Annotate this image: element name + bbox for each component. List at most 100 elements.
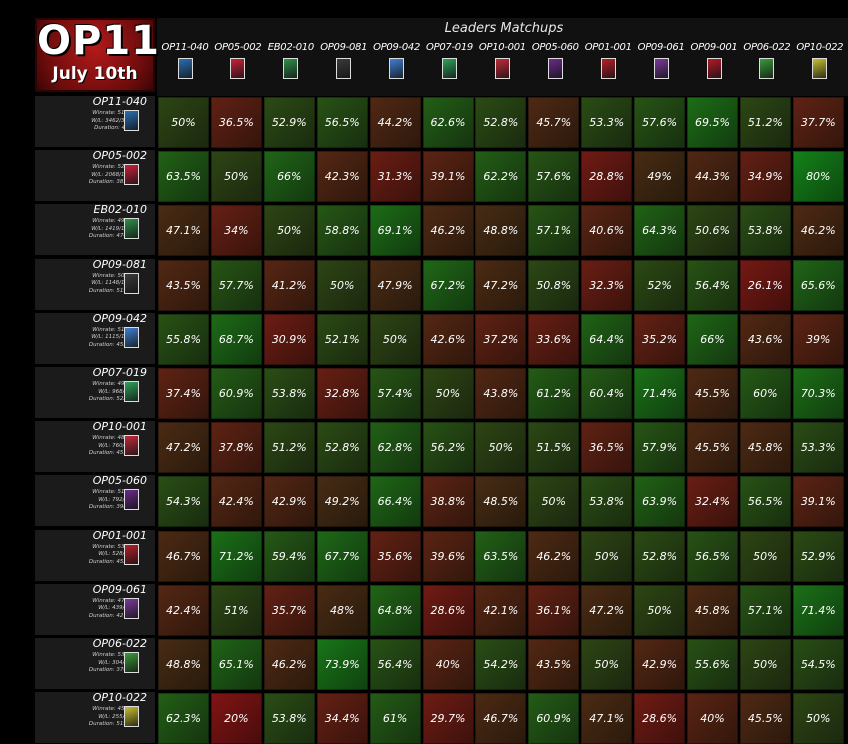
column-header: OP09-001 <box>687 42 741 79</box>
row-stat-winrate: Winrate: 52.4% <box>92 164 135 171</box>
matchup-cell: 54.3% <box>158 476 209 528</box>
leader-card-icon <box>442 58 457 79</box>
matchup-cell: 69.1% <box>369 205 421 257</box>
column-code-label: OP09-061 <box>637 42 685 53</box>
leader-card-icon <box>706 58 722 79</box>
matchup-cell: 58.8% <box>316 205 368 257</box>
matchup-cell: 32.8% <box>316 368 368 419</box>
leader-card-icon <box>600 58 616 79</box>
column-code-label: OP09-081 <box>320 42 368 53</box>
matchup-cell: 32.4% <box>687 476 738 528</box>
column-header: OP06-022 <box>740 42 794 79</box>
matchup-cell: 46.7% <box>158 530 209 582</box>
column-header: OP05-002 <box>211 42 265 79</box>
matchup-cell: 47.9% <box>369 259 421 311</box>
matchup-cell: 67.7% <box>316 530 368 582</box>
matchup-cell: 47.1% <box>581 693 633 744</box>
matchup-cell: 50.6% <box>687 205 738 257</box>
row-stat-duration: Duration: 476.9s <box>88 233 135 240</box>
matchup-cell: 56.4% <box>369 639 421 690</box>
matchup-cell: 30.9% <box>263 313 315 365</box>
column-header: OP09-061 <box>634 42 688 79</box>
matchup-cell: 64.8% <box>369 584 421 636</box>
row-stat-wl: W/L: 968/970 <box>98 388 135 395</box>
matchup-cell: 51.2% <box>263 422 315 474</box>
matchup-cell: 57.6% <box>634 97 686 148</box>
matchup-cell: 35.7% <box>263 584 315 636</box>
column-header: EB02-010 <box>264 42 318 79</box>
matchup-cell: 42.6% <box>422 313 474 365</box>
leader-card-icon <box>124 218 139 240</box>
matchup-cell: 56.4% <box>687 259 738 311</box>
matchup-cell: 38.8% <box>422 476 474 528</box>
matchup-cell: 50% <box>739 639 791 690</box>
matchup-cell: 46.2% <box>528 530 580 582</box>
row-code-label: OP09-081 <box>92 257 147 271</box>
matchup-cell: 50% <box>634 584 686 636</box>
matchup-cell: 73.9% <box>316 639 368 690</box>
matchup-cell: 43.6% <box>739 313 791 365</box>
chart-title: Leaders Matchups <box>444 21 564 36</box>
matchup-cell: 56.2% <box>422 422 474 474</box>
row-header: OP09-061 Winrate: 47.2% W/L: 439/492 Durati… <box>35 582 155 636</box>
matchup-cell: 29.7% <box>422 693 474 744</box>
matchup-cell: 68.7% <box>210 313 262 365</box>
row-stat-winrate: Winrate: 51.7% <box>92 110 135 116</box>
matchup-cell: 62.3% <box>158 693 209 744</box>
row-stat-winrate: Winrate: 49.9% <box>92 381 135 387</box>
column-header: OP09-081 <box>317 42 371 79</box>
row-stat-duration: Duration: 398.7s <box>88 504 135 511</box>
matchup-cell: 40.6% <box>581 205 633 257</box>
matchup-cell: 28.8% <box>581 151 633 203</box>
row-code-label: OP09-061 <box>92 582 147 596</box>
matchup-cell: 55.6% <box>687 639 738 690</box>
matchup-cell: 60% <box>739 368 791 419</box>
matchup-cell: 43.5% <box>158 259 209 311</box>
matchup-cell: 56.5% <box>687 530 738 582</box>
matchup-cell: 48.8% <box>158 639 209 690</box>
matchup-cell: 53.8% <box>263 368 315 419</box>
matchup-cell: 45.8% <box>739 422 791 474</box>
matchup-cell: 36.5% <box>210 97 262 148</box>
header-band <box>157 18 848 96</box>
column-code-label: OP06-022 <box>743 42 791 53</box>
matchup-cell: 62.8% <box>369 422 421 474</box>
matchup-cell: 20% <box>210 693 262 744</box>
row-code-label: OP06-022 <box>92 637 147 650</box>
matchup-cell: 50% <box>581 639 633 690</box>
column-code-label: OP09-042 <box>373 42 421 53</box>
row-stat-winrate: Winrate: 48.2% <box>92 435 135 442</box>
row-stat-duration: Duration: 498s <box>94 125 135 131</box>
matchup-cell: 50% <box>739 530 791 582</box>
row-stat-duration: Duration: 427.8s <box>88 612 135 619</box>
matchup-cell: 50% <box>581 530 633 582</box>
matchup-cell: 45.5% <box>687 368 738 419</box>
column-header: OP10-001 <box>475 42 529 79</box>
matchup-cell: 41.2% <box>263 259 315 311</box>
matchup-cell: 54.5% <box>792 639 844 690</box>
row-stats: Winrate: 49.9% W/L: 968/970 Duration: 522.… <box>89 381 135 404</box>
matchup-cell: 53.8% <box>581 476 633 528</box>
matchup-cell: 45.5% <box>687 422 738 474</box>
matchup-cell: 40% <box>422 639 474 690</box>
matchup-cell: 53.8% <box>263 693 315 744</box>
matchup-cell: 56.5% <box>739 476 791 528</box>
column-header: OP10-022 <box>793 42 847 79</box>
leader-card-icon <box>124 272 139 294</box>
row-stats: Winrate: 51.1% W/L: 1115/1069 Duration: 45… <box>89 327 135 350</box>
row-stat-winrate: Winrate: 45.7% <box>92 706 135 713</box>
row-stats: Winrate: 51.5% W/L: 792/746 Duration: 398.… <box>89 489 135 512</box>
row-header: OP11-040 Winrate: 51.7% W/L: 3462/3231 Dura… <box>35 95 155 148</box>
leader-card-icon <box>124 597 139 619</box>
row-stat-duration: Duration: 455.6s <box>88 341 135 348</box>
matchup-cell: 47.2% <box>158 422 209 474</box>
row-stat-wl: W/L: 760/817 <box>98 442 135 449</box>
matchup-cell: 40% <box>687 693 738 744</box>
matchup-cell: 57.1% <box>739 584 791 636</box>
matchup-cell: 37.8% <box>210 422 262 474</box>
matchup-cell: 62.6% <box>422 97 474 148</box>
matchup-cell: 50% <box>158 97 209 148</box>
leader-card-icon <box>336 58 352 79</box>
leader-card-icon <box>230 58 246 79</box>
